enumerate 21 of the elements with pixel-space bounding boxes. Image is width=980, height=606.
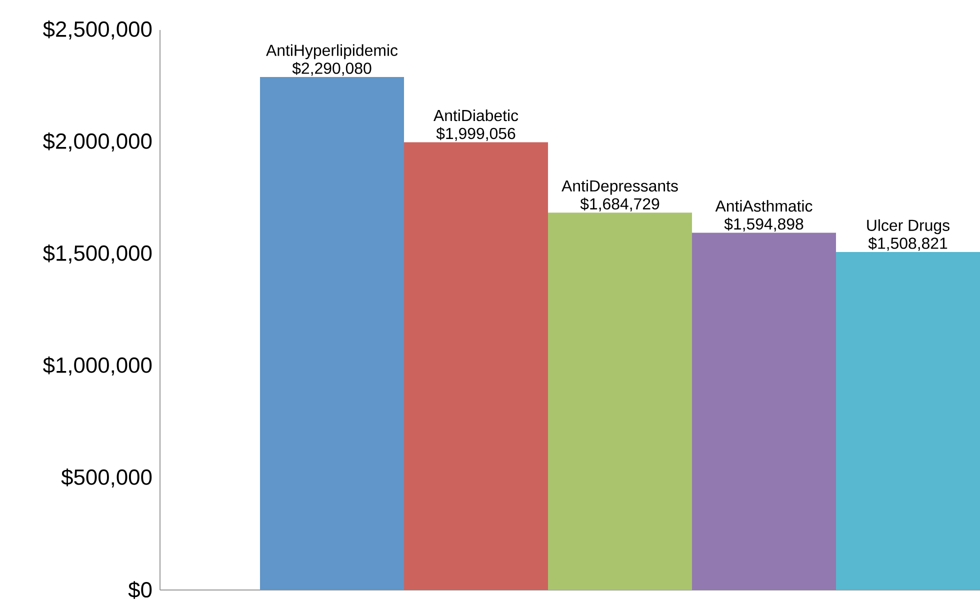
bar (548, 212, 692, 590)
series-label: Ulcer Drugs (867, 219, 950, 234)
data-label: $1,684,729 (580, 198, 660, 212)
data-label: $1,508,821 (868, 236, 948, 251)
y-tick-label: $500,000 (61, 468, 152, 488)
bar (404, 142, 548, 590)
y-tick-label: $0 (128, 581, 152, 599)
series-label: AntiDepressants (562, 180, 678, 195)
data-label: $2,290,080 (292, 62, 372, 76)
y-tick-label: $1,500,000 (43, 244, 152, 264)
bar (692, 232, 836, 590)
y-tick-label: $1,000,000 (43, 356, 152, 376)
bar (836, 252, 980, 590)
y-tick-label: $2,500,000 (43, 20, 152, 40)
series-label: AntiDiabetic (434, 109, 518, 122)
series-label: AntiAsthmatic (715, 200, 812, 212)
series-label: AntiHyperlipidemic (266, 44, 398, 60)
data-label: $1,999,056 (436, 127, 516, 141)
data-label: $1,594,898 (724, 218, 804, 232)
y-tick-label: $2,000,000 (43, 132, 152, 152)
bar (260, 77, 404, 590)
